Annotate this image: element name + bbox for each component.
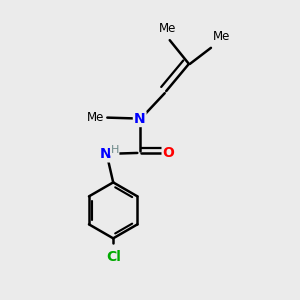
Text: Me: Me: [87, 110, 104, 124]
Text: Cl: Cl: [106, 250, 121, 265]
Text: Me: Me: [213, 30, 231, 44]
Text: Me: Me: [159, 22, 176, 34]
Text: N: N: [100, 147, 112, 161]
Text: H: H: [110, 145, 119, 155]
Text: O: O: [163, 146, 175, 160]
Text: N: N: [134, 112, 146, 126]
